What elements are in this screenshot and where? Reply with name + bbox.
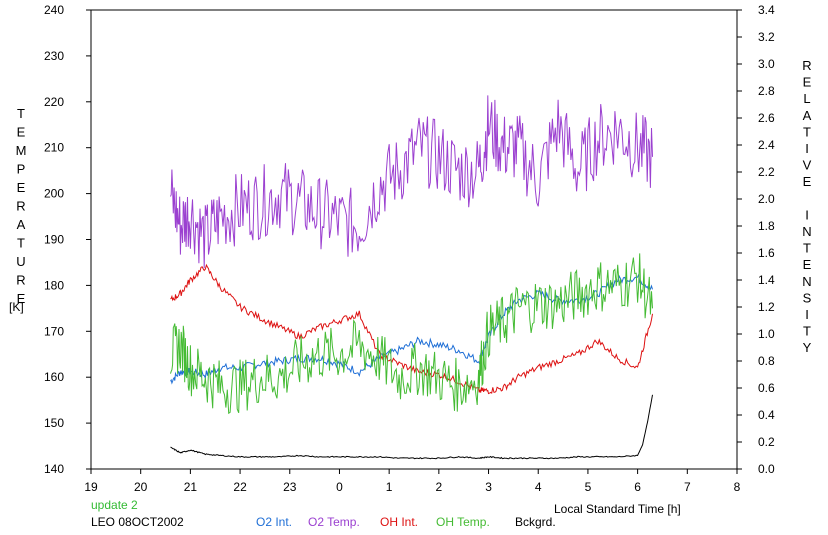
left-axis-label-letter: R [16,273,25,288]
x-tick-label: 6 [634,480,641,494]
left-axis-unit: [K] [9,300,24,314]
left-tick-label: 140 [44,462,64,476]
series-line-bckgrd [170,394,653,460]
left-axis-label-letter: A [17,217,26,232]
right-axis-label-letter: L [803,91,810,106]
x-tick-label: 19 [84,480,98,494]
left-tick-label: 200 [44,187,64,201]
x-tick-label: 21 [184,480,198,494]
right-axis-ticks: 0.0 0.2 0.4 0.6 0.8 1.0 1.2 1.4 1.6 1.8 2.0 2.2 2.4 2… [737,3,775,476]
left-axis-label-letter: E [17,125,26,140]
x-tick-label: 5 [585,480,592,494]
series-line-oh-int [170,263,653,395]
right-tick-label: 3.2 [758,30,775,44]
right-axis-label-letter: Y [803,340,812,355]
right-tick-label: 0.6 [758,381,775,395]
right-axis-label-letter: T [803,124,811,139]
update-label: update 2 [91,498,138,512]
legend-entry: O2 Temp. [308,515,360,529]
right-tick-label: 1.6 [758,246,775,260]
x-axis-ticks: 19 20 21 22 23 0 1 2 3 4 5 6 7 8 [84,469,741,494]
right-axis-label-letter: I [805,307,809,322]
left-axis-label-letter: E [17,180,26,195]
x-tick-label: 20 [134,480,148,494]
right-axis-label-letter: A [803,108,812,123]
x-tick-label: 8 [734,480,741,494]
series-line-oh-temp [170,253,653,415]
right-tick-label: 1.8 [758,219,775,233]
left-tick-label: 210 [44,141,64,155]
legend: O2 Int. O2 Temp. OH Int. OH Temp. Bckgrd. [256,515,556,529]
x-axis-label: Local Standard Time [h] [554,502,681,516]
right-axis-label-letter: E [803,257,812,272]
left-tick-label: 170 [44,324,64,338]
right-tick-label: 3.0 [758,57,775,71]
right-axis-label-letter: T [803,324,811,339]
left-axis-label-letter: T [17,236,25,251]
right-tick-label: 2.0 [758,192,775,206]
right-tick-label: 1.4 [758,273,775,287]
x-tick-label: 23 [283,480,297,494]
right-axis-label-letter: I [805,207,809,222]
left-tick-label: 220 [44,95,64,109]
right-axis-label-letter: S [803,290,812,305]
left-tick-label: 180 [44,278,64,292]
right-axis-label-letter: N [802,274,811,289]
right-axis-label-letter: E [803,174,812,189]
station-label: LEO 08OCT2002 [91,515,184,529]
right-tick-label: 2.6 [758,111,775,125]
right-tick-label: 0.8 [758,354,775,368]
right-axis-label-letter: R [802,58,811,73]
left-axis-label-letter: E [17,291,26,306]
left-axis-label-letter: T [17,106,25,121]
right-axis-label-letter: I [805,141,809,156]
right-tick-label: 0.0 [758,462,775,476]
left-tick-label: 230 [44,49,64,63]
left-axis-ticks: 140 150 160 170 180 190 200 210 220 230 240 [44,3,91,476]
right-axis-label-letter: N [802,224,811,239]
x-tick-label: 7 [684,480,691,494]
right-tick-label: 2.2 [758,165,775,179]
legend-entry: Bckgrd. [515,515,556,529]
right-axis-label-letter: V [803,158,812,173]
right-axis-label-letter: T [803,241,811,256]
right-tick-label: 3.4 [758,3,775,17]
x-tick-label: 3 [485,480,492,494]
x-tick-label: 0 [336,480,343,494]
series-line-o2-temp [170,95,653,269]
series-group [170,95,653,460]
left-tick-label: 160 [44,370,64,384]
left-tick-label: 190 [44,233,64,247]
x-tick-label: 1 [386,480,393,494]
right-tick-label: 1.2 [758,300,775,314]
left-tick-label: 240 [44,3,64,17]
left-axis-label-letter: R [16,199,25,214]
right-tick-label: 0.2 [758,435,775,449]
right-tick-label: 1.0 [758,327,775,341]
right-tick-label: 2.8 [758,84,775,98]
left-axis-label-letter: U [16,254,25,269]
left-axis-label-letter: P [17,162,26,177]
x-tick-label: 2 [436,480,443,494]
x-tick-label: 22 [233,480,247,494]
legend-entry: O2 Int. [256,515,292,529]
legend-entry: OH Int. [380,515,418,529]
right-tick-label: 0.4 [758,408,775,422]
right-tick-label: 2.4 [758,138,775,152]
legend-entry: OH Temp. [436,515,490,529]
x-tick-label: 4 [535,480,542,494]
left-tick-label: 150 [44,416,64,430]
left-axis-label-letter: M [16,143,27,158]
right-axis-label-letter: E [803,75,812,90]
